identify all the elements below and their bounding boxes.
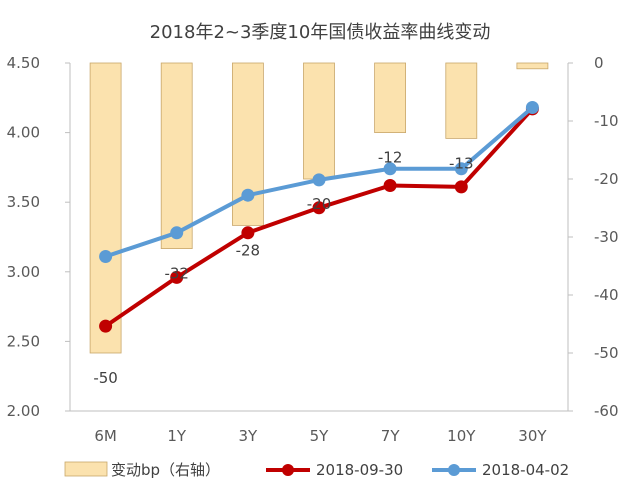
x-tick-label: 3Y: [238, 427, 258, 445]
data-labels: -50 -32 -28 -20 -12 -13: [93, 149, 473, 387]
bar-series: [89, 62, 549, 354]
y-right-tick-label: -30: [594, 228, 619, 246]
point-2018-04-02-7y: [383, 162, 397, 176]
point-2018-09-30-1y: [170, 270, 184, 284]
y-right-tick-label: -40: [594, 286, 619, 304]
point-2018-04-02-10y: [454, 162, 468, 176]
bar-data-label-1y: -32: [164, 265, 189, 283]
point-2018-04-02-5y: [312, 173, 326, 187]
axes: 2.00 2.50 3.00 3.50 4.00 4.50 0 -10 -20 -30 -40 -50…: [7, 54, 619, 445]
legend-label-2018-09-30: 2018-09-30: [316, 461, 403, 479]
legend-label-bar: 变动bp（右轴）: [111, 461, 220, 479]
y-right-tick-label: -60: [594, 402, 619, 420]
y-right-tick-label: 0: [594, 54, 604, 72]
x-tick-label: 5Y: [310, 427, 330, 445]
point-2018-09-30-7y: [383, 179, 397, 192]
bar-10y: [445, 62, 478, 139]
y-right-tick-label: -10: [594, 112, 619, 130]
bar-data-label-5y: -20: [307, 195, 332, 213]
point-2018-09-30-10y: [454, 180, 468, 194]
legend-label-2018-04-02: 2018-04-02: [482, 461, 569, 479]
y-left-tick-label: 2.50: [7, 332, 40, 350]
legend-marker-2018-04-02: [448, 464, 460, 476]
bar-5y: [303, 62, 335, 180]
point-2018-09-30-6m: [99, 319, 113, 333]
legend-marker-2018-09-30: [282, 464, 294, 476]
bar-data-label-6m: -50: [93, 369, 118, 387]
point-2018-09-30-3y: [241, 226, 255, 240]
x-tick-label: 6M: [94, 427, 117, 445]
x-tick-label: 1Y: [167, 427, 187, 445]
legend-swatch-bar: [64, 461, 108, 477]
y-left-tick-label: 4.50: [7, 54, 40, 72]
point-2018-04-02-1y: [170, 226, 184, 240]
x-tick-label: 7Y: [381, 427, 401, 445]
point-2018-04-02-30y: [525, 101, 539, 114]
y-left-tick-label: 3.50: [7, 193, 40, 211]
y-right-tick-label: -50: [594, 344, 619, 362]
bar-data-label-10y: -13: [449, 154, 474, 172]
point-2018-04-02-6m: [99, 250, 113, 263]
y-left-tick-label: 2.00: [7, 402, 40, 420]
line-series: [99, 101, 539, 333]
bar-7y: [374, 62, 407, 133]
point-2018-04-02-3y: [241, 188, 255, 202]
y-left-tick-label: 3.00: [7, 263, 40, 281]
point-2018-09-30-5y: [312, 201, 326, 215]
y-left-tick-label: 4.00: [7, 124, 40, 142]
x-tick-label: 30Y: [518, 427, 547, 445]
x-tick-label: 10Y: [447, 427, 476, 445]
bar-6m: [89, 62, 122, 354]
y-right-tick-label: -20: [594, 170, 619, 188]
bar-3y: [231, 62, 264, 226]
bar-30y: [516, 62, 549, 70]
bar-data-label-7y: -12: [378, 149, 403, 167]
bar-1y: [160, 62, 193, 250]
bar-data-label-3y: -28: [236, 241, 261, 259]
chart-title: 2018年2~3季度10年国债收益率曲线变动: [150, 22, 491, 43]
legend: 变动bp（右轴） 2018-09-30 2018-04-02: [64, 461, 569, 479]
